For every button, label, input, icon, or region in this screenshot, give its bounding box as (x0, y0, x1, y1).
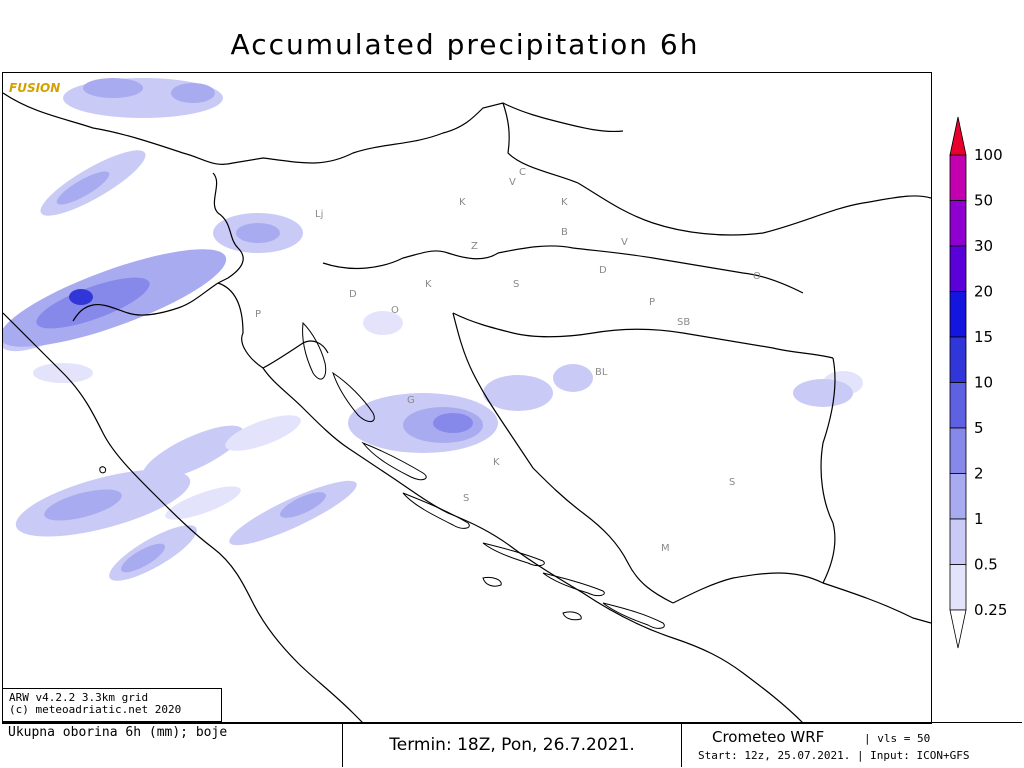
city-label: O (391, 305, 399, 316)
coastline-borders (3, 92, 931, 723)
city-label: P (255, 309, 262, 320)
colorbar-segment (949, 427, 967, 474)
footer-bar: Ukupna oborina 6h (mm); boje Termin: 18Z… (2, 722, 1022, 767)
city-label: B (561, 227, 568, 238)
colorbar-segment (949, 336, 967, 383)
precipitation-field (3, 78, 863, 581)
colorbar-tick-label: 30 (974, 237, 993, 255)
city-label: V (621, 237, 628, 248)
vertical-levels: | vls = 50 (864, 732, 931, 745)
precipitation-map: FUSION Lj K V C K B Z V D K S D P O P SB O BL G K S S M (2, 72, 932, 724)
colorbar-segment (949, 473, 967, 520)
city-label: S (729, 477, 736, 488)
colorbar-tick-label: 50 (974, 192, 993, 210)
city-label: S (463, 493, 470, 504)
colorbar-min-arrow (949, 609, 967, 649)
brand-name: Crometeo WRF (712, 728, 825, 746)
city-label: P (649, 297, 656, 308)
colorbar-segment (949, 564, 967, 611)
run-start-info: Start: 12z, 25.07.2021. | Input: ICON+GF… (698, 749, 970, 762)
colorbar-segment (949, 382, 967, 429)
colorbar-tick-label: 10 (974, 374, 993, 392)
map-canvas (3, 78, 931, 723)
city-label: S (513, 279, 520, 290)
city-label: G (407, 395, 415, 406)
city-label: SB (677, 317, 691, 328)
forecast-time: Termin: 18Z, Pon, 26.7.2021. (342, 723, 682, 767)
colorbar-legend: 0.25 0.5 1 2 5 10 15 20 30 50 100 (940, 110, 1020, 670)
city-label: K (459, 197, 466, 208)
colorbar-tick-label: 5 (974, 419, 984, 437)
islands (99, 321, 665, 629)
model-info-box: ARW v4.2.2 3.3km grid (c) meteoadriatic.… (2, 688, 222, 722)
colorbar-segment (949, 154, 967, 201)
colorbar-tick-label: 2 (974, 465, 984, 483)
colorbar-tick-label: 0.5 (974, 556, 998, 574)
city-label: Z (471, 241, 478, 252)
colorbar-segment (949, 518, 967, 565)
city-label: K (561, 197, 568, 208)
colorbar-tick-label: 0.25 (974, 601, 1007, 619)
colorbar: 0.25 0.5 1 2 5 10 15 20 30 50 100 (949, 116, 1007, 649)
model-version: ARW v4.2.2 3.3km grid (9, 691, 149, 704)
city-label: D (349, 289, 357, 300)
colorbar-tick-label: 1 (974, 510, 984, 528)
city-label: D (599, 265, 607, 276)
map-title: Accumulated precipitation 6h (230, 28, 700, 61)
model-credits: Crometeo WRF | vls = 50 Start: 12z, 25.0… (684, 723, 1022, 767)
colorbar-segment (949, 291, 967, 338)
colorbar-tick-label: 100 (974, 146, 1003, 164)
colorbar-segment (949, 245, 967, 292)
city-label: Lj (315, 209, 324, 220)
footer-description: Ukupna oborina 6h (mm); boje (8, 725, 228, 740)
city-label: O (753, 271, 761, 282)
city-label: C (519, 167, 526, 178)
colorbar-segment (949, 200, 967, 247)
colorbar-tick-label: 15 (974, 328, 993, 346)
colorbar-tick-label: 20 (974, 283, 993, 301)
city-label: BL (595, 367, 608, 378)
city-label: K (425, 279, 432, 290)
city-label: M (661, 543, 670, 554)
copyright-text: (c) meteoadriatic.net 2020 (9, 703, 182, 716)
fusion-watermark: FUSION (9, 81, 61, 95)
city-label: K (493, 457, 500, 468)
city-label: V (509, 177, 516, 188)
colorbar-max-arrow (949, 116, 967, 156)
